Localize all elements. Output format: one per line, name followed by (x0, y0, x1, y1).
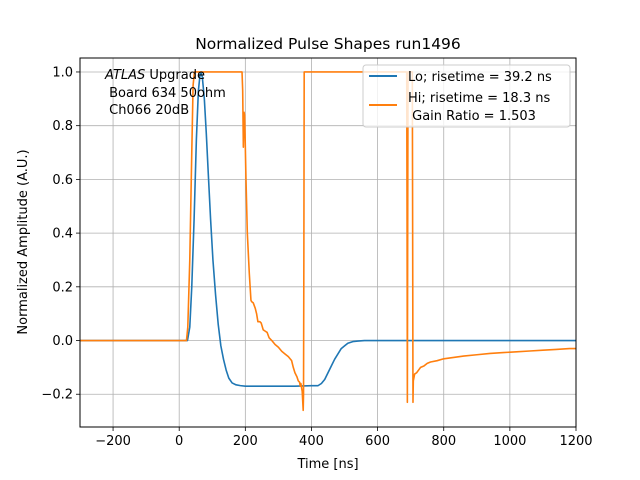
x-tick-label: 0 (175, 434, 183, 449)
legend-label-gain-ratio: Gain Ratio = 1.503 (408, 109, 536, 124)
y-tick-label: 0.8 (52, 119, 73, 134)
y-axis-label: Normalized Amplitude (A.U.) (16, 149, 31, 334)
y-axis-ticks: −0.2 0.0 0.2 0.4 0.6 0.8 1.0 (41, 65, 80, 403)
x-tick-label: 200 (233, 434, 258, 449)
chart-title: Normalized Pulse Shapes run1496 (195, 35, 461, 53)
annotation-line-1: ATLAS Upgrade (104, 68, 205, 83)
y-tick-label: 0.2 (52, 280, 73, 295)
annotation-upgrade: Upgrade (145, 68, 205, 83)
legend: Lo; risetime = 39.2 ns Hi; risetime = 18… (362, 64, 571, 128)
series-line-hi (80, 71, 576, 412)
x-axis-label: Time [ns] (296, 457, 358, 472)
legend-label-lo: Lo; risetime = 39.2 ns (408, 70, 552, 85)
series-line-lo (80, 71, 576, 387)
y-tick-label: −0.2 (41, 388, 73, 403)
y-tick-label: 0.6 (52, 173, 73, 188)
annotation-atlas: ATLAS (104, 68, 145, 83)
annotation-line-3: Ch066 20dB (105, 103, 189, 118)
x-tick-label: 1000 (493, 434, 526, 449)
series-layer (80, 71, 576, 412)
annotation-line-2: Board 634 50ohm (105, 86, 226, 101)
x-axis-ticks: −200 0 200 400 600 800 1000 1200 (95, 427, 593, 449)
annotation-text: ATLAS Upgrade Board 634 50ohm Ch066 20dB (104, 68, 226, 118)
legend-label-hi: Hi; risetime = 18.3 ns (408, 91, 550, 106)
y-tick-label: 1.0 (52, 65, 73, 80)
y-tick-label: 0.0 (52, 334, 73, 349)
x-tick-label: −200 (95, 434, 131, 449)
x-tick-label: 800 (431, 434, 456, 449)
legend-box (362, 64, 571, 128)
y-tick-label: 0.4 (52, 227, 73, 242)
x-tick-label: 600 (365, 434, 390, 449)
x-tick-label: 400 (299, 434, 324, 449)
x-tick-label: 1200 (559, 434, 592, 449)
axes-frame (79, 57, 577, 428)
